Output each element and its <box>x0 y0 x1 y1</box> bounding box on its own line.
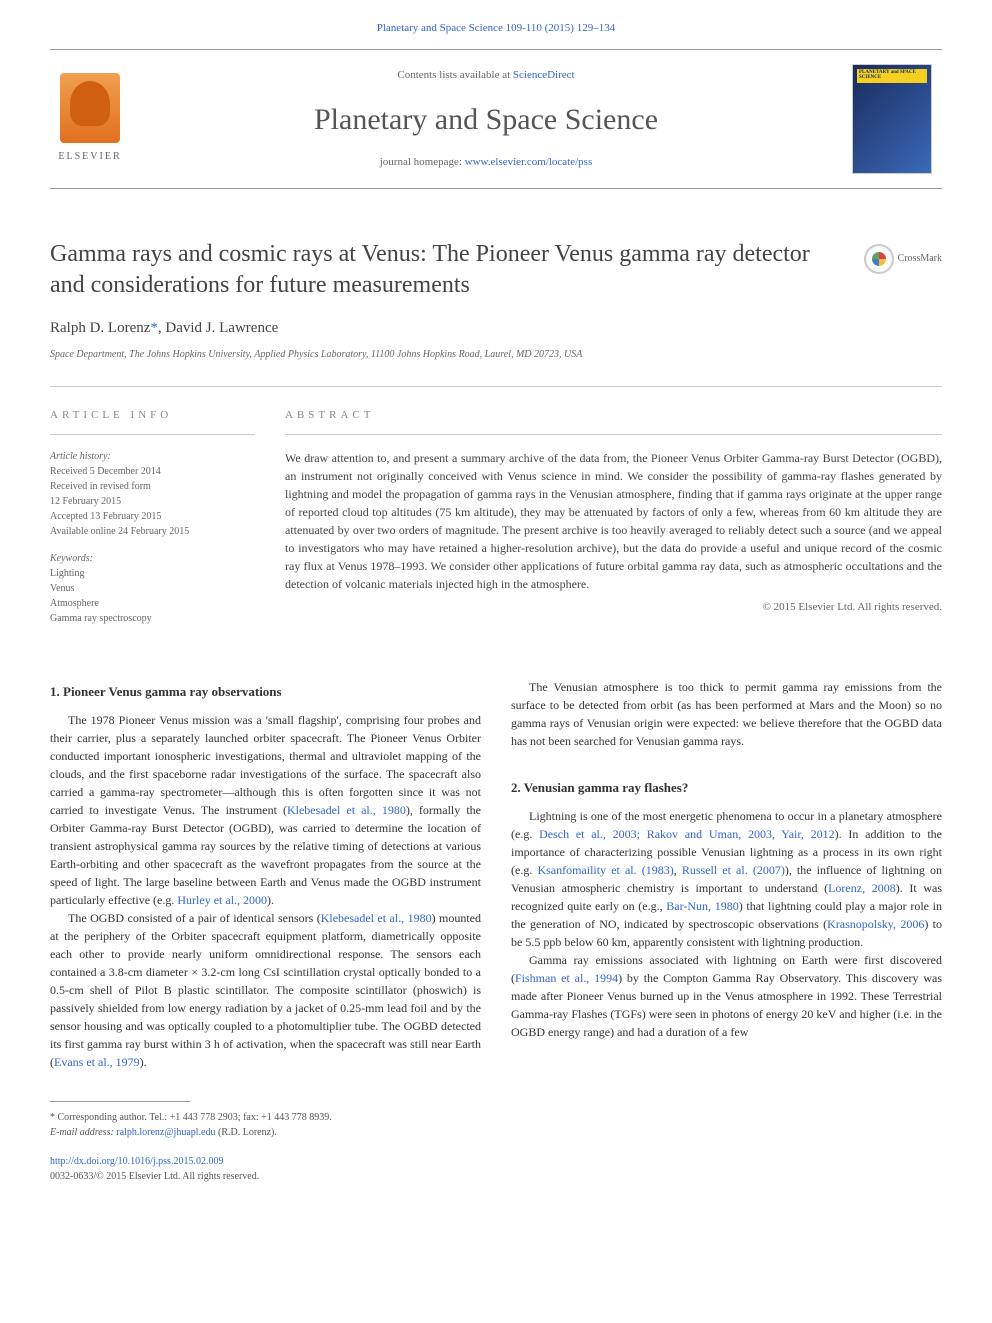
article-info-heading: ARTICLE INFO <box>50 407 255 435</box>
authors: Ralph D. Lorenz*, David J. Lawrence <box>50 317 942 340</box>
citation-link[interactable]: Ksanfomaility et al. (1983) <box>537 863 673 877</box>
corresponding-fax: +1 443 778 8939. <box>261 1112 332 1123</box>
doi-link[interactable]: http://dx.doi.org/10.1016/j.pss.2015.02.… <box>50 1156 223 1167</box>
history-accepted: Accepted 13 February 2015 <box>50 509 255 524</box>
journal-reference: Planetary and Space Science 109-110 (201… <box>50 20 942 37</box>
citation-link[interactable]: Fishman et al., 1994 <box>515 971 618 985</box>
citation-link[interactable]: Klebesadel et al., 1980 <box>321 911 432 925</box>
history-received: Received 5 December 2014 <box>50 464 255 479</box>
keywords-block: Keywords: Lighting Venus Atmosphere Gamm… <box>50 551 255 626</box>
journal-homepage-line: journal homepage: www.elsevier.com/locat… <box>140 154 832 171</box>
journal-cover-image: PLANETARY and SPACE SCIENCE <box>852 64 932 174</box>
info-abstract-row: ARTICLE INFO Article history: Received 5… <box>50 386 942 638</box>
author-2[interactable]: , David J. Lawrence <box>158 320 278 336</box>
journal-homepage-link[interactable]: www.elsevier.com/locate/pss <box>465 156 593 168</box>
issn-copyright: 0032-0633/© 2015 Elsevier Ltd. All right… <box>50 1169 942 1184</box>
body-paragraph: Lightning is one of the most energetic p… <box>511 807 942 951</box>
footnote-star-icon: * <box>50 1112 58 1123</box>
crossmark-badge[interactable]: CrossMark <box>864 244 942 274</box>
article-title: Gamma rays and cosmic rays at Venus: The… <box>50 239 942 301</box>
history-online: Available online 24 February 2015 <box>50 524 255 539</box>
article-history: Article history: Received 5 December 201… <box>50 449 255 539</box>
text-run: The 1978 Pioneer Venus mission was a 'sm… <box>50 713 481 817</box>
text-run: ). <box>140 1055 147 1069</box>
history-revised-line1: Received in revised form <box>50 479 255 494</box>
text-run: The OGBD consisted of a pair of identica… <box>68 911 321 925</box>
body-paragraph: The OGBD consisted of a pair of identica… <box>50 909 481 1071</box>
footnote-rule <box>50 1101 190 1102</box>
contents-prefix: Contents lists available at <box>397 69 512 81</box>
journal-cover-label: PLANETARY and SPACE SCIENCE <box>859 70 931 81</box>
citation-link[interactable]: Krasnopolsky, 2006 <box>827 917 924 931</box>
article-header: CrossMark Gamma rays and cosmic rays at … <box>50 239 942 363</box>
journal-header: ELSEVIER Contents lists available at Sci… <box>50 49 942 189</box>
email-who: (R.D. Lorenz). <box>215 1127 276 1138</box>
keyword: Gamma ray spectroscopy <box>50 611 255 626</box>
doi-line: http://dx.doi.org/10.1016/j.pss.2015.02.… <box>50 1154 942 1169</box>
text-run: ), formally the Orbiter Gamma-ray Burst … <box>50 803 481 907</box>
body-paragraph: Gamma ray emissions associated with ligh… <box>511 951 942 1041</box>
crossmark-icon <box>864 244 894 274</box>
section-1-heading: 1. Pioneer Venus gamma ray observations <box>50 682 481 702</box>
keyword: Lighting <box>50 566 255 581</box>
abstract-column: ABSTRACT We draw attention to, and prese… <box>285 407 942 638</box>
journal-cover[interactable]: PLANETARY and SPACE SCIENCE <box>842 50 942 188</box>
body-paragraph: The Venusian atmosphere is too thick to … <box>511 678 942 750</box>
citation-link[interactable]: Desch et al., 2003; Rakov and Uman, 2003… <box>539 827 835 841</box>
citation-link[interactable]: Klebesadel et al., 1980 <box>287 803 406 817</box>
journal-ref-link[interactable]: Planetary and Space Science 109-110 (201… <box>377 22 615 34</box>
citation-link[interactable]: Bar-Nun, 1980 <box>666 899 738 913</box>
body-paragraph: The 1978 Pioneer Venus mission was a 'sm… <box>50 711 481 909</box>
keyword: Venus <box>50 581 255 596</box>
text-run: ) mounted at the periphery of the Orbite… <box>50 911 481 1033</box>
elsevier-label: ELSEVIER <box>58 149 121 164</box>
text-run: , <box>674 863 682 877</box>
contents-available-line: Contents lists available at ScienceDirec… <box>140 67 832 84</box>
citation-link[interactable]: Russell et al. (2007) <box>682 863 785 877</box>
author-1[interactable]: Ralph D. Lorenz <box>50 320 150 336</box>
abstract-copyright: © 2015 Elsevier Ltd. All rights reserved… <box>285 599 942 616</box>
sciencedirect-link[interactable]: ScienceDirect <box>513 69 575 81</box>
citation-link[interactable]: Evans et al., 1979 <box>54 1055 140 1069</box>
citation-link[interactable]: Lorenz, 2008 <box>828 881 896 895</box>
article-info: ARTICLE INFO Article history: Received 5… <box>50 407 255 638</box>
keywords-label: Keywords: <box>50 551 255 566</box>
journal-title: Planetary and Space Science <box>140 97 832 142</box>
corresponding-label: Corresponding author. Tel.: <box>58 1112 170 1123</box>
text-run: ). <box>267 893 274 907</box>
keyword: Atmosphere <box>50 596 255 611</box>
article-body: 1. Pioneer Venus gamma ray observations … <box>50 678 942 1072</box>
homepage-prefix: journal homepage: <box>380 156 465 168</box>
fax-label: ; fax: <box>238 1112 261 1123</box>
email-link[interactable]: ralph.lorenz@jhuapl.edu <box>116 1127 215 1138</box>
affiliation: Space Department, The Johns Hopkins Univ… <box>50 347 942 362</box>
citation-link[interactable]: Hurley et al., 2000 <box>177 893 267 907</box>
abstract-heading: ABSTRACT <box>285 407 942 435</box>
journal-header-center: Contents lists available at ScienceDirec… <box>130 50 842 188</box>
history-label: Article history: <box>50 449 255 464</box>
corresponding-star-icon[interactable]: * <box>150 320 158 336</box>
crossmark-label: CrossMark <box>898 251 942 266</box>
history-revised-line2: 12 February 2015 <box>50 494 255 509</box>
email-label: E-mail address: <box>50 1127 116 1138</box>
section-2-heading: 2. Venusian gamma ray flashes? <box>511 778 942 798</box>
abstract-text: We draw attention to, and present a summ… <box>285 449 942 593</box>
corresponding-tel: +1 443 778 2903 <box>170 1112 238 1123</box>
elsevier-tree-icon <box>60 73 120 143</box>
elsevier-logo[interactable]: ELSEVIER <box>50 50 130 188</box>
corresponding-author-footnote: * Corresponding author. Tel.: +1 443 778… <box>50 1110 942 1140</box>
